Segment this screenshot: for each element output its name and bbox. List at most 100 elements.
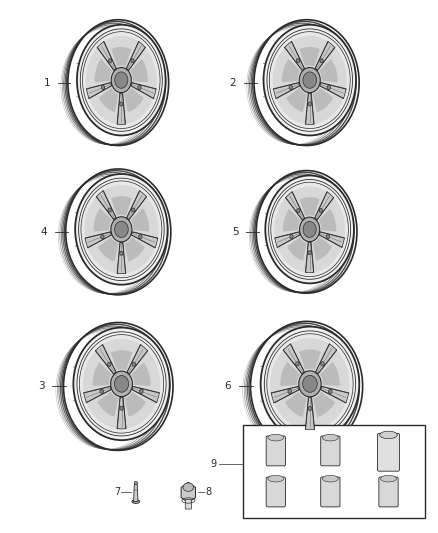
Ellipse shape xyxy=(138,85,141,90)
Polygon shape xyxy=(131,83,156,98)
Text: 6: 6 xyxy=(224,382,231,391)
Ellipse shape xyxy=(320,59,323,63)
Ellipse shape xyxy=(139,235,142,239)
Text: 9: 9 xyxy=(211,459,217,469)
Ellipse shape xyxy=(299,68,320,93)
Ellipse shape xyxy=(134,481,137,484)
Polygon shape xyxy=(320,83,346,98)
Ellipse shape xyxy=(303,375,317,392)
Polygon shape xyxy=(283,209,300,231)
Text: 4: 4 xyxy=(41,227,47,237)
Polygon shape xyxy=(287,237,307,261)
Ellipse shape xyxy=(327,85,330,90)
Polygon shape xyxy=(111,350,132,370)
Polygon shape xyxy=(132,386,159,402)
Polygon shape xyxy=(131,232,158,247)
Polygon shape xyxy=(319,59,338,82)
Ellipse shape xyxy=(269,31,350,128)
Ellipse shape xyxy=(77,25,166,135)
Text: 7: 7 xyxy=(114,488,120,497)
Ellipse shape xyxy=(288,389,292,393)
Polygon shape xyxy=(93,362,112,386)
Polygon shape xyxy=(315,192,333,220)
Polygon shape xyxy=(306,398,314,430)
Ellipse shape xyxy=(328,389,332,393)
Polygon shape xyxy=(124,88,144,112)
Ellipse shape xyxy=(321,362,324,366)
Text: 2: 2 xyxy=(229,78,236,87)
Polygon shape xyxy=(312,237,332,261)
Ellipse shape xyxy=(131,59,134,63)
Ellipse shape xyxy=(308,407,312,410)
Ellipse shape xyxy=(86,36,157,124)
Ellipse shape xyxy=(111,217,132,242)
Polygon shape xyxy=(117,243,125,273)
Polygon shape xyxy=(271,386,299,402)
Polygon shape xyxy=(285,392,307,417)
Ellipse shape xyxy=(271,182,348,277)
Polygon shape xyxy=(95,59,112,82)
Ellipse shape xyxy=(120,406,124,410)
Polygon shape xyxy=(316,344,336,374)
Polygon shape xyxy=(94,208,112,231)
Ellipse shape xyxy=(319,208,322,213)
Ellipse shape xyxy=(82,31,160,128)
Ellipse shape xyxy=(308,251,311,255)
Ellipse shape xyxy=(85,185,159,273)
Polygon shape xyxy=(286,192,304,220)
Polygon shape xyxy=(306,93,314,124)
Polygon shape xyxy=(127,345,148,374)
Polygon shape xyxy=(130,59,148,82)
Polygon shape xyxy=(280,362,300,386)
Ellipse shape xyxy=(308,102,311,106)
Ellipse shape xyxy=(75,174,168,285)
FancyBboxPatch shape xyxy=(185,499,191,509)
Ellipse shape xyxy=(290,235,293,239)
Ellipse shape xyxy=(114,376,129,392)
Ellipse shape xyxy=(381,475,396,482)
Ellipse shape xyxy=(326,235,329,239)
FancyBboxPatch shape xyxy=(266,436,286,466)
Polygon shape xyxy=(282,59,300,82)
Polygon shape xyxy=(300,197,319,216)
FancyBboxPatch shape xyxy=(379,477,398,507)
Ellipse shape xyxy=(303,72,317,88)
Ellipse shape xyxy=(271,338,350,430)
Ellipse shape xyxy=(102,85,105,90)
Ellipse shape xyxy=(274,186,345,272)
Polygon shape xyxy=(127,191,146,220)
Ellipse shape xyxy=(322,475,338,482)
Ellipse shape xyxy=(261,327,359,441)
Polygon shape xyxy=(313,392,335,417)
FancyBboxPatch shape xyxy=(243,425,425,518)
Ellipse shape xyxy=(299,371,321,397)
Polygon shape xyxy=(97,392,118,417)
Text: 3: 3 xyxy=(38,382,44,391)
Polygon shape xyxy=(131,208,149,231)
Ellipse shape xyxy=(303,221,316,237)
Polygon shape xyxy=(273,83,300,98)
Ellipse shape xyxy=(322,434,338,441)
Ellipse shape xyxy=(111,68,131,93)
Ellipse shape xyxy=(380,431,397,439)
Polygon shape xyxy=(84,386,111,402)
Ellipse shape xyxy=(264,25,356,135)
Polygon shape xyxy=(117,397,126,429)
Ellipse shape xyxy=(296,362,299,366)
Polygon shape xyxy=(85,232,111,247)
Ellipse shape xyxy=(108,208,111,212)
Polygon shape xyxy=(95,345,116,374)
Polygon shape xyxy=(96,191,116,220)
Polygon shape xyxy=(320,362,339,386)
Polygon shape xyxy=(131,362,150,386)
Polygon shape xyxy=(318,209,336,231)
Ellipse shape xyxy=(110,371,132,397)
Ellipse shape xyxy=(132,500,140,503)
Ellipse shape xyxy=(265,175,354,284)
Ellipse shape xyxy=(289,85,293,90)
Polygon shape xyxy=(127,42,145,70)
FancyBboxPatch shape xyxy=(378,433,399,471)
Ellipse shape xyxy=(131,208,135,212)
Text: 5: 5 xyxy=(232,227,239,237)
Ellipse shape xyxy=(115,221,128,238)
